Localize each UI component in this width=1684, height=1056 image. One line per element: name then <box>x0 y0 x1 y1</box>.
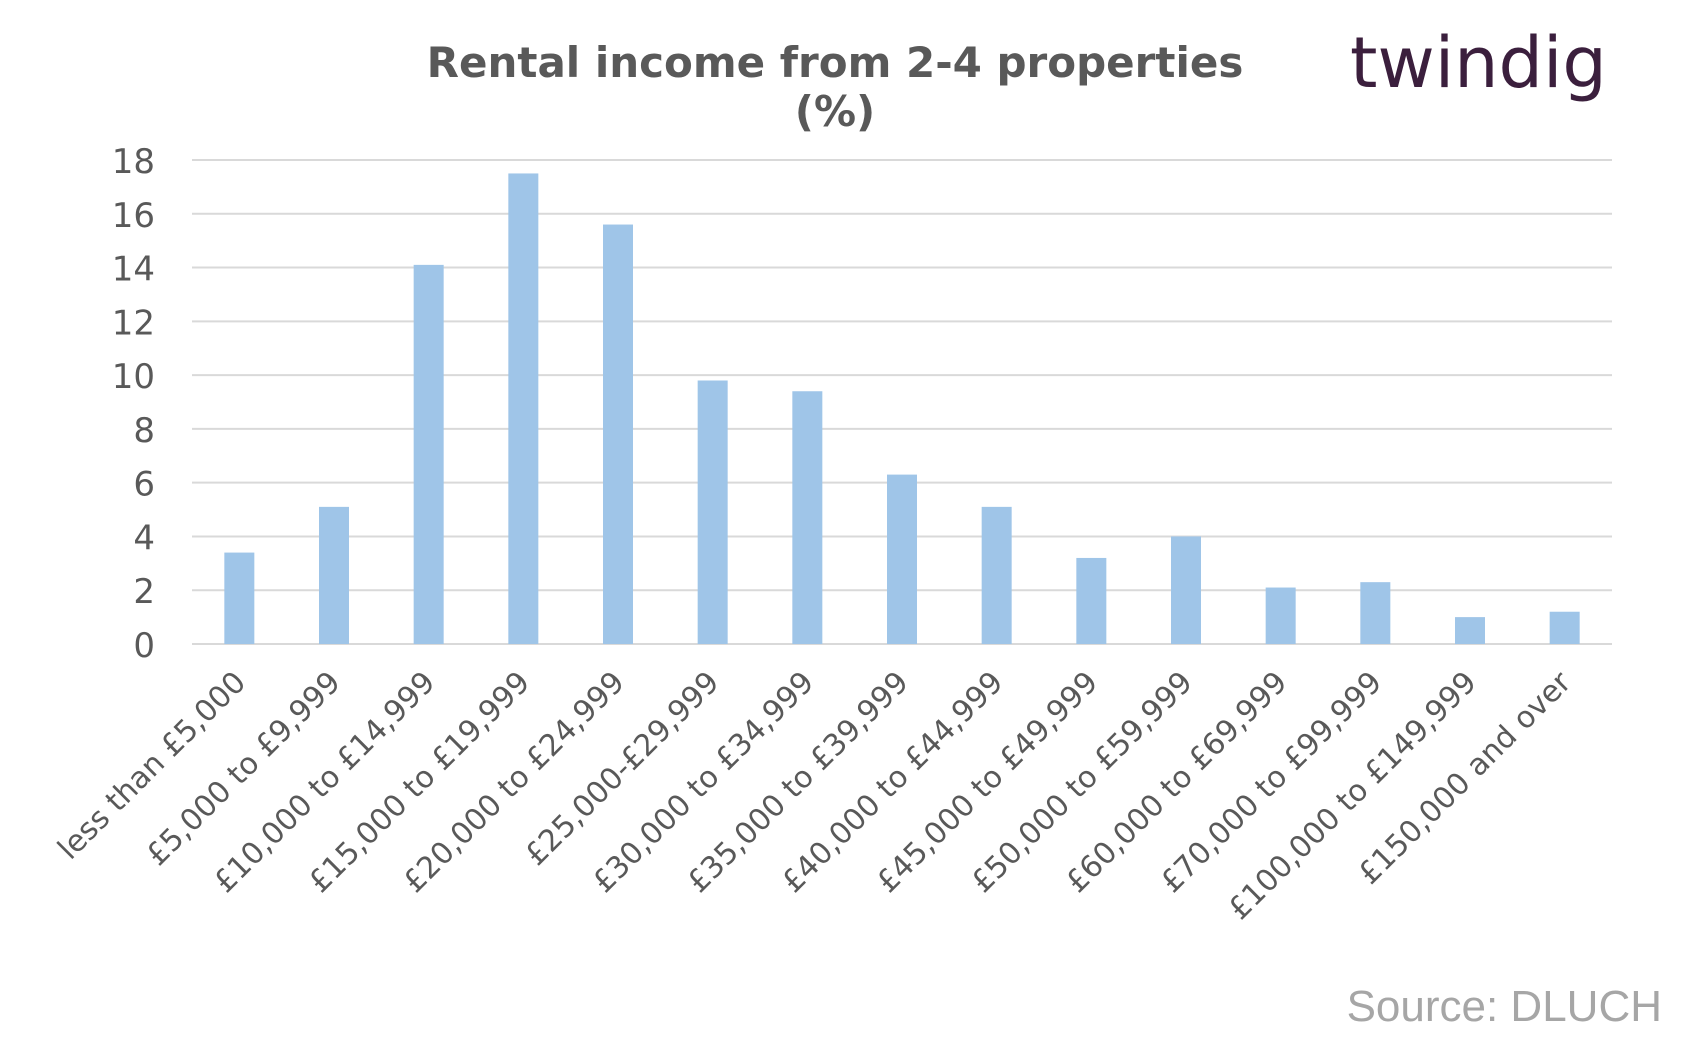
bar <box>1455 617 1485 644</box>
bar <box>319 506 349 644</box>
bar <box>792 391 823 644</box>
bar <box>413 264 444 644</box>
bar <box>603 224 633 645</box>
bar <box>1076 557 1107 644</box>
y-tick-label: 2 <box>133 572 155 612</box>
y-tick-label: 4 <box>133 518 155 558</box>
twindig-logo: twindig <box>1350 22 1607 104</box>
y-tick-label: 12 <box>112 303 155 343</box>
y-tick-label: 6 <box>133 465 155 505</box>
source-note: Source: DLUCH <box>1346 982 1662 1031</box>
chart-title: Rental income from 2-4 properties (%) <box>426 38 1244 136</box>
bar <box>887 474 917 644</box>
bar <box>224 552 255 644</box>
y-tick-label: 0 <box>133 626 155 666</box>
y-tick-label: 8 <box>133 411 155 451</box>
y-tick-label: 14 <box>112 250 155 290</box>
y-tick-label: 16 <box>112 196 155 236</box>
logo-text: twindig <box>1350 22 1607 104</box>
bar <box>1265 587 1296 644</box>
bar <box>508 173 539 644</box>
y-tick-label: 10 <box>112 357 155 397</box>
bar <box>697 380 728 644</box>
bar <box>981 506 1012 644</box>
bar <box>1360 582 1391 644</box>
bar <box>1549 611 1580 644</box>
y-tick-label: 18 <box>112 142 155 182</box>
bar <box>1171 536 1201 644</box>
